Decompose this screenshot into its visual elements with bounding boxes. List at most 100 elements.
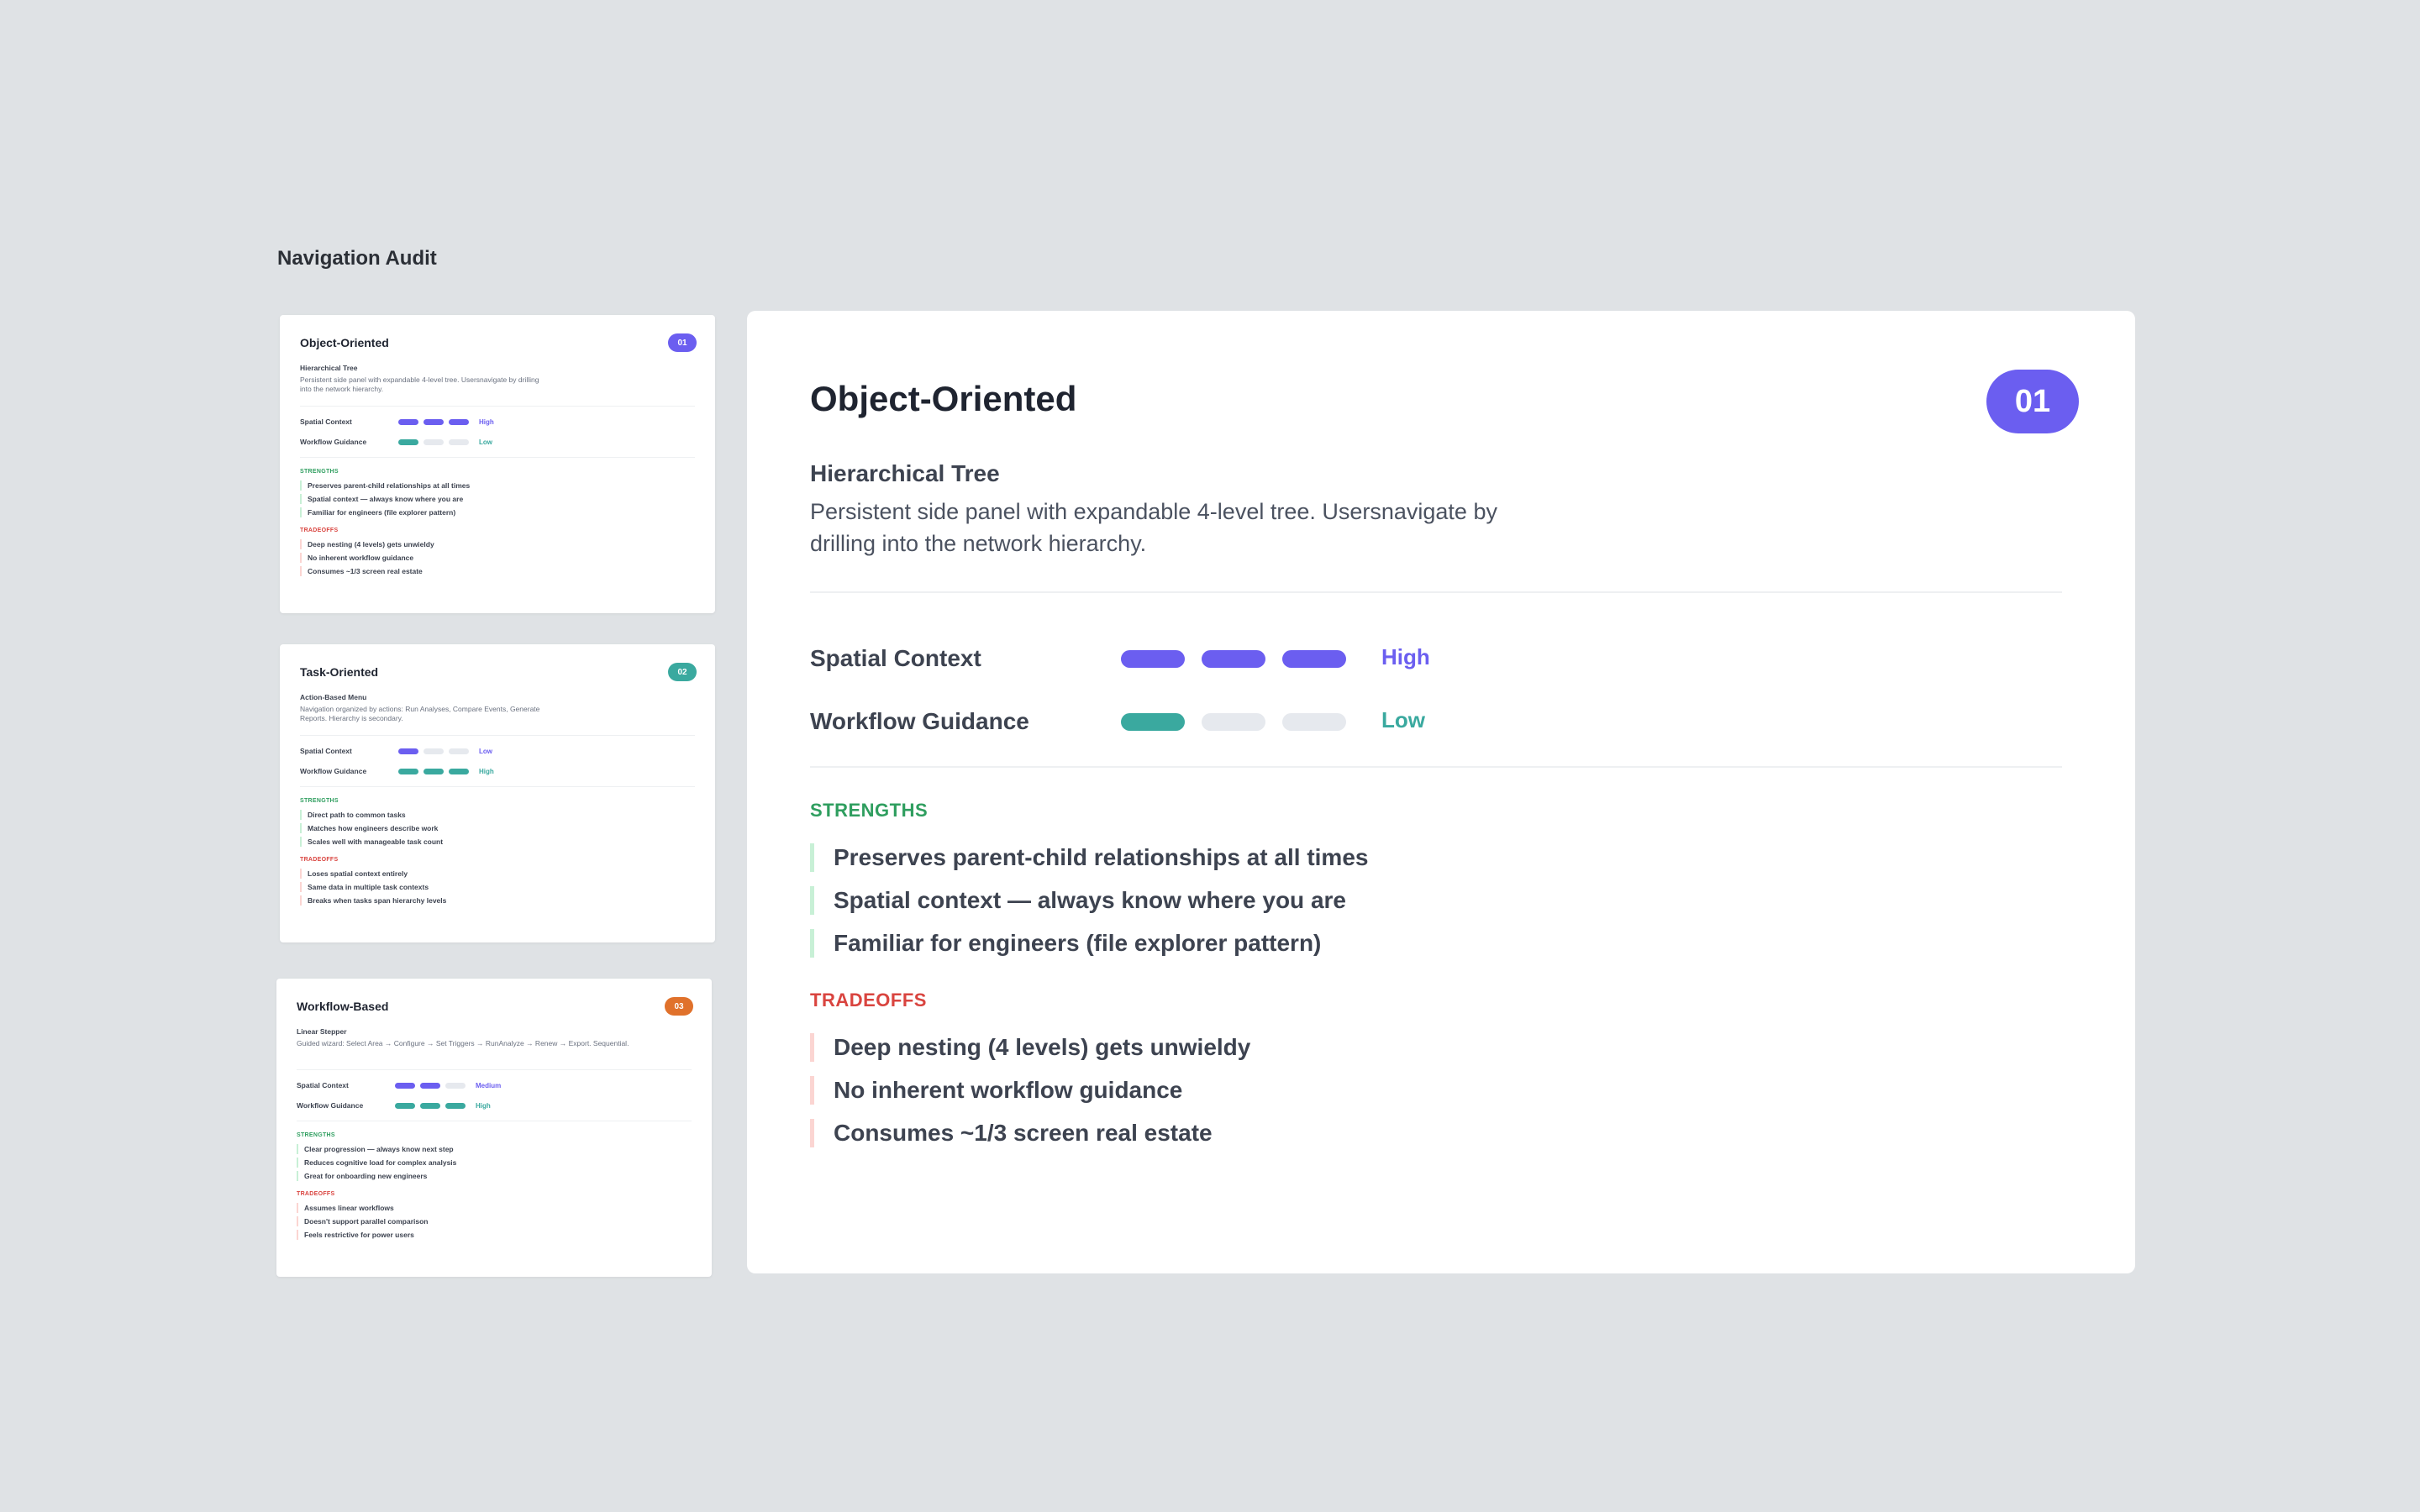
metric-spatial-context: Spatial Context Low [300, 746, 697, 756]
metric-rating [398, 438, 474, 445]
tradeoff-item: Loses spatial context entirely [300, 869, 697, 879]
tradeoff-item: Consumes ~1/3 screen real estate [810, 1119, 2061, 1147]
strengths-heading: STRENGTHS [810, 800, 929, 821]
nav-option-card-object-oriented[interactable]: Object-Oriented 01 Hierarchical Tree Per… [280, 315, 715, 613]
divider [300, 735, 695, 736]
rating-pill-filled [420, 1082, 440, 1089]
strength-item: Spatial context — always know where you … [300, 494, 697, 504]
rating-pill-filled [445, 1102, 466, 1109]
metric-level: Low [479, 438, 492, 446]
metric-label: Spatial Context [810, 645, 981, 671]
card-title: Task-Oriented [300, 665, 379, 679]
rating-pill-empty [424, 438, 444, 445]
rating-pill-filled [449, 418, 469, 425]
card-title: Object-Oriented [300, 336, 389, 349]
metric-rating [398, 768, 474, 774]
divider [300, 406, 695, 407]
detail-description: Persistent side panel with expandable 4-… [810, 499, 1497, 556]
detail-number-badge: 01 [1986, 370, 2079, 433]
divider [297, 1069, 692, 1070]
rating-pill-filled [424, 768, 444, 774]
page-title: Navigation Audit [277, 247, 437, 270]
metric-label: Workflow Guidance [297, 1101, 364, 1110]
card-title: Workflow-Based [297, 1000, 389, 1013]
detail-metrics: Spatial Context High Workflow Guidance L… [810, 640, 2061, 740]
rating-pill-filled [1282, 649, 1346, 668]
strength-item: Familiar for engineers (file explorer pa… [810, 929, 2061, 958]
detail-panel: Object-Oriented 01 Hierarchical Tree Per… [747, 311, 2135, 1273]
rating-pill-filled [395, 1102, 415, 1109]
rating-pill-filled [1202, 649, 1265, 668]
strength-item: Familiar for engineers (file explorer pa… [300, 507, 697, 517]
metric-level: High [479, 767, 494, 775]
metric-rating [395, 1082, 471, 1089]
tradeoff-item: Assumes linear workflows [297, 1203, 693, 1213]
strength-item: Matches how engineers describe work [300, 823, 697, 833]
metric-label: Workflow Guidance [300, 767, 367, 775]
tradeoff-item: Same data in multiple task contexts [300, 882, 697, 892]
metric-workflow-guidance: Workflow Guidance High [297, 1100, 693, 1110]
metric-level: High [1381, 643, 1430, 669]
detail-title: Object-Oriented [810, 379, 1077, 418]
card-number-badge: 01 [668, 333, 697, 352]
strength-item: Reduces cognitive load for complex analy… [297, 1158, 693, 1168]
card-subtitle: Linear Stepper [297, 1027, 347, 1036]
metric-label: Spatial Context [297, 1081, 349, 1089]
rating-pill-filled [395, 1082, 415, 1089]
metric-workflow-guidance: Workflow Guidance Low [300, 437, 697, 447]
rating-pill-empty [449, 748, 469, 754]
metric-label: Spatial Context [300, 417, 352, 426]
metric-label: Workflow Guidance [810, 708, 1029, 734]
tradeoffs-heading: TRADEOFFS [300, 528, 339, 533]
detail-subtitle: Hierarchical Tree [810, 460, 1000, 486]
divider [810, 766, 2062, 768]
nav-option-card-workflow-based[interactable]: Workflow-Based 03 Linear Stepper Guided … [276, 979, 712, 1277]
metric-rating [395, 1102, 471, 1109]
rating-pill-filled [398, 748, 418, 754]
card-description: Navigation organized by actions: Run Ana… [300, 705, 540, 722]
card-description: Persistent side panel with expandable 4-… [300, 375, 539, 393]
strength-item: Clear progression — always know next ste… [297, 1144, 693, 1154]
tradeoff-item: Deep nesting (4 levels) gets unwieldy [300, 539, 697, 549]
rating-pill-filled [1121, 649, 1185, 668]
metric-level: High [479, 417, 494, 426]
tradeoff-item: Doesn't support parallel comparison [297, 1216, 693, 1226]
nav-option-card-task-oriented[interactable]: Task-Oriented 02 Action-Based Menu Navig… [280, 644, 715, 942]
tradeoffs-heading: TRADEOFFS [300, 857, 339, 863]
card-subtitle: Action-Based Menu [300, 693, 367, 701]
rating-pill-filled [420, 1102, 440, 1109]
metric-rating [398, 748, 474, 754]
strengths-heading: STRENGTHS [300, 469, 339, 475]
metric-workflow-guidance: Workflow Guidance Low [810, 703, 2061, 740]
strength-item: Direct path to common tasks [300, 810, 697, 820]
metric-workflow-guidance: Workflow Guidance High [300, 766, 697, 776]
card-number-badge: 02 [668, 663, 697, 681]
metric-level: Medium [476, 1081, 502, 1089]
rating-pill-filled [424, 418, 444, 425]
rating-pill-empty [424, 748, 444, 754]
metric-rating [1121, 712, 1363, 731]
rating-pill-filled [449, 768, 469, 774]
metric-spatial-context: Spatial Context High [810, 640, 2061, 677]
metric-spatial-context: Spatial Context Medium [297, 1080, 693, 1090]
strength-item: Preserves parent-child relationships at … [810, 843, 2061, 872]
strength-item: Scales well with manageable task count [300, 837, 697, 847]
tradeoff-item: Deep nesting (4 levels) gets unwieldy [810, 1033, 2061, 1062]
metric-spatial-context: Spatial Context High [300, 417, 697, 427]
strength-item: Great for onboarding new engineers [297, 1171, 693, 1181]
rating-pill-filled [398, 418, 418, 425]
strength-item: Spatial context — always know where you … [810, 886, 2061, 915]
tradeoff-item: No inherent workflow guidance [300, 553, 697, 563]
tradeoff-item: No inherent workflow guidance [810, 1076, 2061, 1105]
rating-pill-filled [398, 438, 418, 445]
metric-level: Low [1381, 706, 1425, 732]
tradeoff-item: Breaks when tasks span hierarchy levels [300, 895, 697, 906]
metric-rating [398, 418, 474, 425]
metric-label: Workflow Guidance [300, 438, 367, 446]
rating-pill-filled [1121, 712, 1185, 731]
card-description: Guided wizard: Select Area → Configure →… [297, 1039, 629, 1047]
strengths-heading: STRENGTHS [300, 798, 339, 804]
tradeoffs-heading: TRADEOFFS [297, 1191, 335, 1197]
metric-rating [1121, 649, 1363, 668]
rating-pill-filled [398, 768, 418, 774]
